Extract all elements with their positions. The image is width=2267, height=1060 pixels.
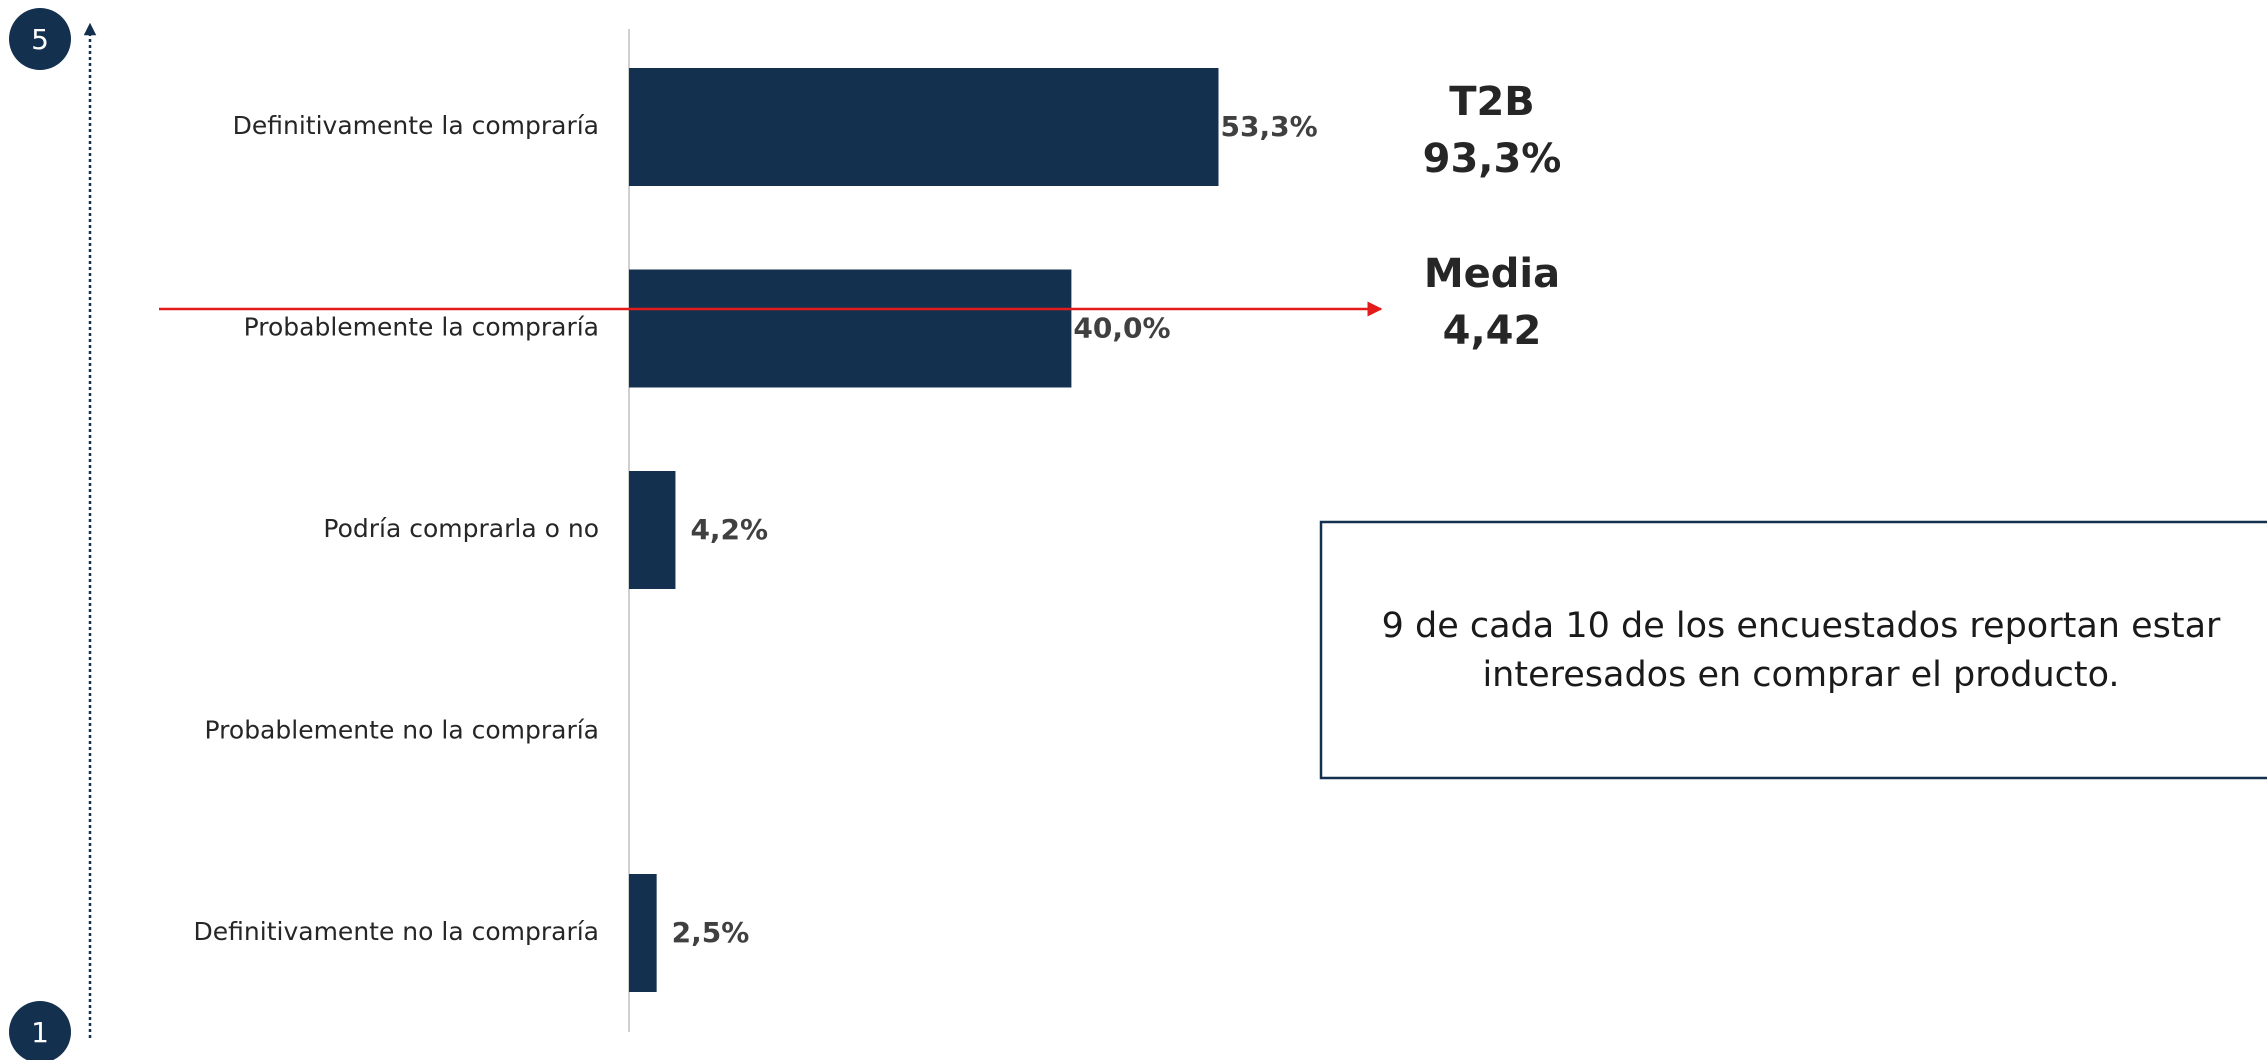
bar — [629, 471, 676, 589]
scale-bottom-label: 1 — [31, 1016, 49, 1049]
mean-label: Media — [1424, 251, 1560, 297]
category-label: Probablemente la compraría — [244, 313, 599, 342]
t2b-label: T2B — [1449, 79, 1535, 125]
note-line: 9 de cada 10 de los encuestados reportan… — [1382, 606, 2221, 646]
value-label: 2,5% — [672, 916, 750, 949]
scale-bottom-circle — [9, 1001, 71, 1060]
category-label: Definitivamente la compraría — [233, 111, 599, 140]
bar — [629, 269, 1072, 388]
bars: Definitivamente la compraría 53,3% Probabl… — [194, 68, 1318, 992]
bar — [629, 874, 657, 992]
t2b-value: 93,3% — [1423, 136, 1562, 182]
scale-top-label: 5 — [31, 23, 49, 56]
scale-top-circle — [9, 8, 71, 70]
note-line: interesados en comprar el producto. — [1482, 655, 2119, 695]
category-label: Definitivamente no la compraría — [194, 917, 599, 946]
mean-value: 4,42 — [1443, 308, 1542, 354]
bar — [629, 68, 1219, 186]
note-box — [1319, 520, 2267, 780]
value-label: 53,3% — [1220, 110, 1317, 143]
value-label: 40,0% — [1073, 312, 1170, 345]
category-label: Podría comprarla o no — [323, 514, 599, 543]
category-label: Probablemente no la compraría — [205, 716, 599, 745]
value-label: 4,2% — [690, 513, 768, 546]
